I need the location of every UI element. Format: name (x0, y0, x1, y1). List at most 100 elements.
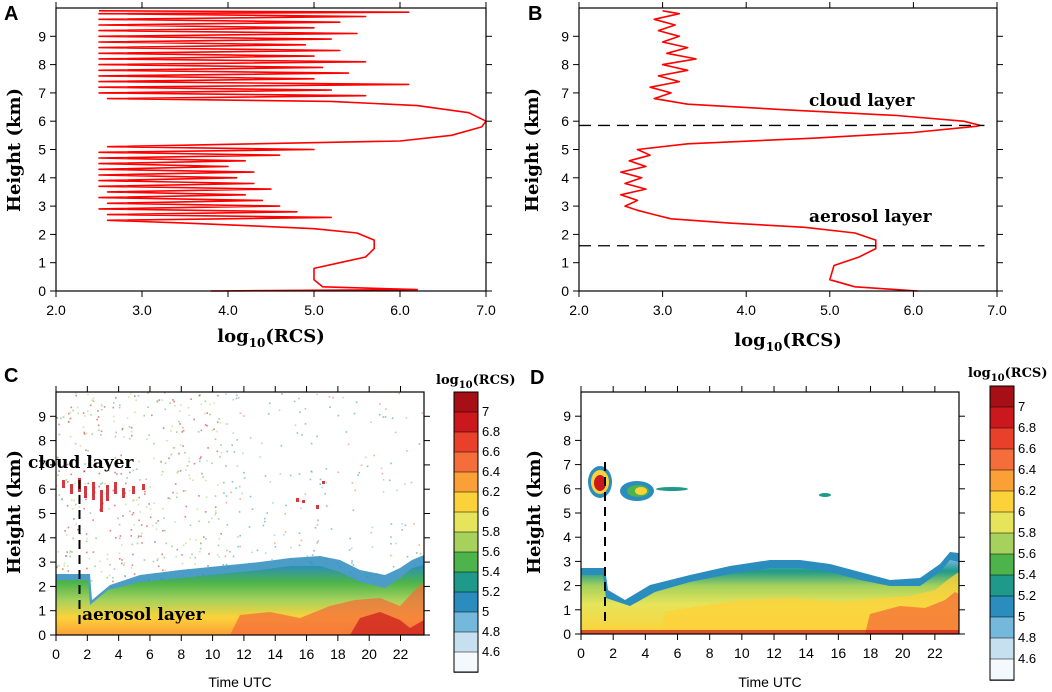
panel-c-noise-dot (199, 542, 202, 545)
colorbar-d-cells (989, 385, 1015, 681)
panel-c-noise-dot (65, 534, 68, 536)
panel-c-noise-dot (279, 473, 282, 475)
panel-c-noise-dot (165, 542, 168, 545)
panel-c-noise-dot (69, 435, 72, 438)
panel-c-noise-dot (418, 443, 421, 445)
panel-c-noise-dot (249, 437, 252, 439)
panel-c-noise-dot (222, 564, 225, 566)
panel-d-x-ticks: 0 2 4 6 8 10 12 14 16 18 20 22 (577, 386, 943, 661)
panel-c-noise-dot (118, 406, 121, 409)
cbard-cell (989, 511, 1015, 534)
panel-c-noise-dot (231, 481, 234, 483)
panel-c-noise-dot (256, 549, 259, 552)
panel-c-x-tick-label: 14 (267, 646, 283, 662)
panel-c-noise-dot (176, 431, 178, 433)
panel-c-noise-dot (86, 567, 88, 570)
cbard-label: 4.6 (1018, 651, 1036, 666)
colorbar-d-labels: 7 6.8 6.6 6.4 6.2 6 5.8 5.6 5.4 5.2 5 4.8 4.6 (1018, 399, 1036, 666)
panel-c-noise-dot (337, 414, 340, 417)
panel-c-noise-dot (58, 494, 61, 496)
panel-c-noise-dot (72, 537, 74, 540)
panel-c-noise-dot (347, 443, 350, 446)
panel-c-noise-dot (216, 421, 219, 424)
colorbar-c-title: log10(RCS) (436, 373, 515, 391)
panel-c-cloud-streak (114, 482, 117, 494)
panel-c-noise-dot (181, 554, 183, 556)
panel-c-noise-dot (262, 524, 265, 527)
panel-c-noise-dot (310, 470, 313, 473)
panel-c-noise-dot (203, 536, 205, 538)
panel-c-noise-dot (60, 417, 62, 420)
cbard-label: 5 (1018, 609, 1025, 624)
panel-c-noise-dot (109, 564, 111, 566)
panel-b-y-tick-label: 4 (561, 170, 569, 186)
panel-c-noise-dot (243, 471, 245, 474)
panel-c-y-ticks: 0 1 2 3 4 5 6 7 8 9 (38, 408, 430, 643)
panel-c-noise-dot (129, 471, 131, 474)
panel-c-noise-dot (238, 511, 241, 513)
panel-c-x-ticks: 0 2 4 6 8 10 12 14 16 18 20 22 (52, 386, 409, 662)
panel-c-x-tick-label: 16 (299, 646, 315, 662)
panel-c-noise-dot (419, 552, 422, 555)
panel-c-noise-dot (261, 442, 263, 445)
panel-c-noise-dot (58, 564, 60, 567)
panel-c-noise-dot (355, 401, 358, 404)
panel-c-noise-dot (285, 504, 287, 507)
panel-c-cloud-streak (296, 498, 299, 502)
panel-d-y-title: Height (km) (524, 450, 545, 574)
panel-c-noise-dot (342, 396, 344, 399)
panel-c-noise-dot (69, 555, 71, 558)
panel-c-noise-dot (130, 430, 133, 433)
panel-c-noise-dot (401, 529, 403, 531)
panel-b-y-tick-label: 1 (561, 255, 569, 271)
panel-c-noise-dot (133, 573, 136, 575)
panel-c-noise-dot (348, 549, 351, 551)
panel-c-noise-dot (137, 395, 140, 397)
panel-c-noise-dot (218, 556, 221, 558)
panel-c-noise-dot (74, 442, 77, 445)
panel-c-noise-dot (113, 568, 116, 570)
panel-c-noise-dot (418, 544, 421, 546)
panel-c-noise-dot (390, 554, 392, 557)
panel-c-noise-dot (128, 426, 131, 428)
panel-c-noise-dot (211, 517, 213, 520)
panel-c-noise-dot (390, 462, 392, 465)
panel-c-noise-dot (404, 483, 406, 485)
panel-c-noise-dot (219, 456, 221, 458)
cbard-label: 6.8 (1018, 420, 1036, 435)
panel-c-noise-dot (284, 531, 287, 533)
panel-c-noise-dot (194, 563, 196, 565)
panel-c-noise-dot (125, 482, 127, 485)
panel-c-noise-dot (94, 565, 96, 568)
panel-c-noise-dot (301, 434, 303, 436)
panel-c-noise-dot (87, 410, 89, 412)
panel-c-noise-dot (77, 528, 79, 531)
panel-c-noise-dot (66, 551, 68, 553)
panel-a-profile-line (98, 10, 487, 292)
panel-c-noise-dot (98, 485, 100, 488)
panel-c-noise-dot (201, 473, 203, 476)
panel-c-noise-dot (104, 483, 106, 485)
panel-b-x-title: log10(RCS) (734, 330, 841, 354)
panel-b-x-tick-label: 2.0 (569, 302, 589, 318)
panel-c-noise-dot (170, 453, 173, 456)
panel-c-noise-dot (155, 528, 158, 531)
panel-c-noise-dot (413, 523, 415, 525)
panel-c-noise-dot (379, 403, 381, 405)
panel-c-noise-dot (205, 538, 207, 540)
panel-c-noise-dot (132, 469, 135, 472)
panel-c-y-tick-label: 2 (38, 578, 46, 594)
panel-b-x-tick-label: 3.0 (653, 302, 673, 318)
panel-c-noise-dot (316, 435, 318, 438)
panel-c-noise-dot (69, 551, 71, 554)
cbard-label: 6.6 (1018, 441, 1036, 456)
panel-c-noise-dot (130, 535, 132, 537)
panel-c-noise-dot (211, 429, 214, 432)
panel-c-noise-dot (300, 507, 302, 510)
panel-c-noise-dot (404, 524, 407, 527)
panel-c-noise-dot (360, 464, 363, 467)
panel-c-noise-dot (189, 524, 192, 527)
panel-c-noise-dot (129, 393, 132, 395)
panel-c-x-tick-label: 10 (205, 646, 221, 662)
panel-c-noise-dot (352, 509, 355, 511)
